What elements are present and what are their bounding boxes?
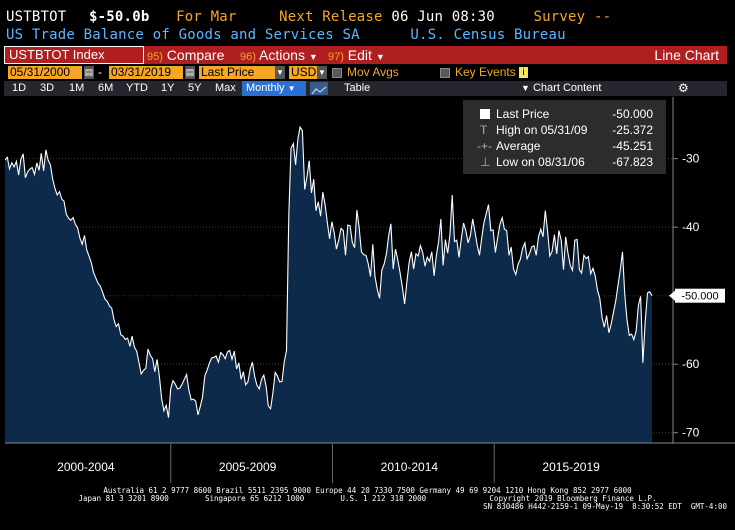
line-chart-icon[interactable] [310, 82, 328, 95]
mov-avgs-checkbox[interactable] [332, 68, 342, 78]
chevron-down-icon: ▼ [287, 84, 296, 93]
legend-box: Last Price -50.000 T High on 05/31/09 -2… [463, 100, 666, 174]
current-value: $-50.0b [89, 9, 150, 25]
legend-row-low: ⊥ Low on 08/31/06 -67.823 [463, 154, 666, 170]
title-bar: USTBTOT Index 95) Compare 96) Actions ▼ … [4, 46, 727, 64]
low-marker-icon: ⊥ [480, 155, 491, 169]
edit-label: Edit [347, 47, 372, 63]
ticker-label: USTBTOT [6, 9, 67, 25]
header-line-2: US Trade Balance of Goods and Services S… [6, 27, 566, 43]
legend-last-price-value: -50.000 [612, 107, 653, 121]
range-1y[interactable]: 1Y [161, 82, 175, 94]
legend-high-label: High on 05/31/09 [496, 123, 588, 137]
chart-type-label[interactable]: Line Chart [654, 47, 719, 63]
compare-label: Compare [166, 47, 225, 63]
chevron-down-icon: ▼ [521, 83, 530, 93]
legend-average-value: -45.251 [612, 139, 653, 153]
end-date-field[interactable]: 03/31/2019 [109, 66, 183, 79]
param-row: 05/31/2000 ▤ - 03/31/2019 ▤ Last Price ▼… [8, 65, 728, 80]
table-button[interactable]: Table [344, 82, 371, 94]
last-value-tag [675, 288, 725, 303]
key-events-label: Key Events [455, 65, 516, 79]
footer-line-2: Japan 81 3 3201 8900 Singapore 65 6212 1… [78, 494, 657, 503]
y-tick-label: -40 [682, 220, 700, 234]
range-1d[interactable]: 1D [12, 82, 27, 94]
frequency-label: Monthly [246, 82, 285, 94]
toolbar: 1D 3D 1M 6M YTD 1Y 5Y Max Monthly ▼ Tabl… [4, 81, 727, 96]
frequency-select[interactable]: Monthly ▼ [242, 81, 306, 96]
currency-select[interactable]: USD [289, 65, 317, 79]
survey-label: Survey [533, 9, 586, 25]
range-3d[interactable]: 3D [40, 82, 55, 94]
info-icon[interactable]: i [519, 67, 528, 78]
chart-content-label: Chart Content [532, 82, 602, 94]
legend-low-value: -67.823 [612, 155, 653, 169]
edit-button[interactable]: 97) Edit ▼ [328, 46, 385, 64]
actions-label: Actions [259, 47, 305, 63]
x-period-label: 2005-2009 [219, 460, 277, 474]
gear-icon[interactable]: ⚙ [678, 81, 689, 95]
calendar-icon[interactable]: ▤ [84, 66, 94, 79]
actions-button[interactable]: 96) Actions ▼ [240, 46, 318, 64]
x-period-label: 2010-2014 [381, 460, 439, 474]
chevron-down-icon[interactable]: ▼ [275, 66, 285, 79]
legend-low-label: Low on 08/31/06 [496, 155, 585, 169]
legend-last-price-label: Last Price [496, 107, 550, 121]
x-period-label: 2015-2019 [542, 460, 600, 474]
series-area-fill [5, 127, 652, 443]
legend-row-high: T High on 05/31/09 -25.372 [463, 122, 666, 138]
range-ytd[interactable]: YTD [126, 82, 148, 94]
compare-number: 95) [147, 51, 163, 63]
data-source: U.S. Census Bureau [410, 27, 566, 43]
legend-row-average: -+- Average -45.251 [463, 138, 666, 154]
last-value-label: -50.000 [681, 291, 718, 303]
next-release-value: 06 Jun 08:30 [391, 9, 495, 25]
legend-average-label: Average [496, 139, 541, 153]
footer-line-3: SN 830486 H442-2159-1 09-May-19 8:30:52 … [483, 502, 727, 511]
legend-row-last-price: Last Price -50.000 [463, 106, 666, 122]
footer: Australia 61 2 9777 8600 Brazil 5511 239… [0, 487, 735, 511]
y-tick-label: -30 [682, 152, 700, 166]
high-marker-icon: T [480, 123, 488, 137]
calendar-icon[interactable]: ▤ [185, 66, 195, 79]
x-period-label: 2000-2004 [57, 460, 115, 474]
survey-value: -- [593, 9, 612, 25]
range-1m[interactable]: 1M [69, 82, 85, 94]
field-select[interactable]: Last Price [199, 66, 275, 79]
edit-number: 97) [328, 51, 344, 63]
chart-content-button[interactable]: ▼ Chart Content [521, 81, 601, 96]
range-6m[interactable]: 6M [98, 82, 114, 94]
y-tick-label: -60 [682, 357, 700, 371]
chevron-down-icon[interactable]: ▼ [317, 66, 327, 79]
average-marker-icon: -+- [477, 139, 492, 153]
series-line [4, 125, 653, 418]
compare-button[interactable]: 95) Compare [147, 46, 224, 64]
header-line-1: USTBTOT $-50.0b For Mar Next Release 06 … [6, 9, 611, 25]
legend-high-value: -25.372 [612, 123, 653, 137]
chevron-down-icon: ▼ [375, 52, 385, 62]
chevron-down-icon: ▼ [308, 52, 318, 62]
index-field[interactable]: USTBTOT Index [4, 46, 144, 64]
footer-line-1: Australia 61 2 9777 8600 Brazil 5511 239… [103, 486, 632, 495]
last-value-pointer [669, 290, 675, 301]
y-tick-label: -70 [682, 426, 700, 440]
key-events-checkbox[interactable] [440, 68, 450, 78]
range-max[interactable]: Max [215, 82, 236, 94]
last-price-swatch [480, 109, 490, 119]
actions-number: 96) [240, 51, 256, 63]
period-label: For Mar [176, 9, 237, 25]
mov-avgs-label: Mov Avgs [347, 65, 399, 79]
next-release-label: Next Release [279, 9, 383, 25]
date-separator: - [98, 65, 102, 79]
start-date-field[interactable]: 05/31/2000 [8, 66, 82, 79]
range-5y[interactable]: 5Y [188, 82, 202, 94]
series-name: US Trade Balance of Goods and Services S… [6, 27, 360, 43]
